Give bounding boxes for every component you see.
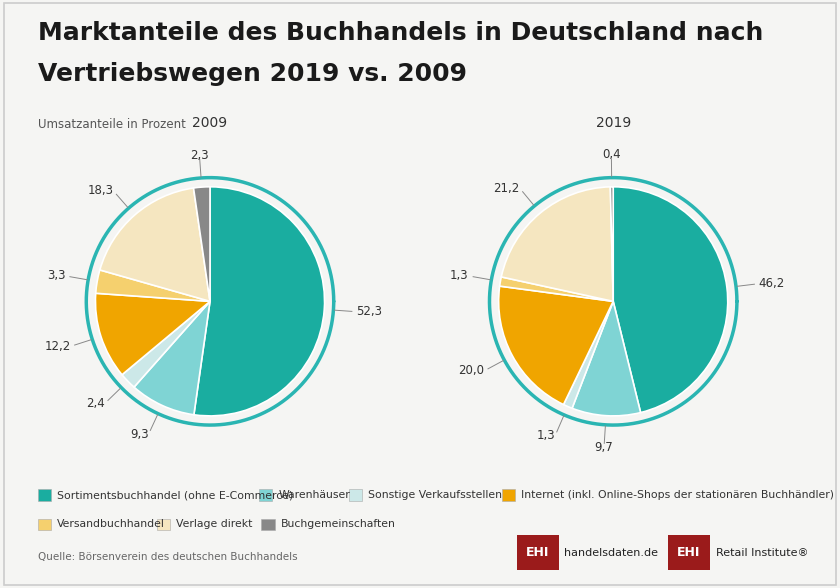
Text: Internet (inkl. Online-Shops der stationären Buchhändler): Internet (inkl. Online-Shops der station…: [521, 490, 834, 500]
Text: Buchgemeinschaften: Buchgemeinschaften: [281, 519, 396, 530]
Wedge shape: [122, 302, 210, 387]
Text: 3,3: 3,3: [47, 269, 66, 282]
Wedge shape: [100, 188, 210, 302]
Wedge shape: [193, 187, 210, 302]
Text: 9,7: 9,7: [595, 441, 613, 454]
Wedge shape: [613, 187, 727, 413]
Text: Versandbuchhandel: Versandbuchhandel: [57, 519, 165, 530]
Wedge shape: [611, 187, 613, 302]
Wedge shape: [499, 286, 613, 405]
Text: 20,0: 20,0: [458, 365, 484, 377]
Text: Marktanteile des Buchhandels in Deutschland nach: Marktanteile des Buchhandels in Deutschl…: [38, 21, 764, 45]
Wedge shape: [96, 293, 210, 375]
Text: 18,3: 18,3: [87, 185, 113, 198]
Wedge shape: [564, 302, 613, 408]
Text: 46,2: 46,2: [759, 277, 785, 290]
Wedge shape: [572, 302, 641, 416]
Wedge shape: [194, 187, 324, 416]
Text: EHI: EHI: [677, 546, 701, 559]
Wedge shape: [134, 302, 210, 415]
Text: handelsdaten.de: handelsdaten.de: [564, 547, 659, 558]
Text: Warenhäuser: Warenhäuser: [278, 490, 350, 500]
Title: 2009: 2009: [192, 116, 228, 130]
Text: 21,2: 21,2: [494, 182, 520, 195]
Text: 9,3: 9,3: [130, 428, 149, 441]
Text: 0,4: 0,4: [602, 148, 621, 161]
Text: 1,3: 1,3: [450, 269, 469, 282]
Text: 52,3: 52,3: [356, 305, 382, 318]
Text: Sonstige Verkaufsstellen: Sonstige Verkaufsstellen: [368, 490, 502, 500]
Text: 12,2: 12,2: [45, 340, 71, 353]
Text: Umsatzanteile in Prozent: Umsatzanteile in Prozent: [38, 118, 186, 131]
Text: 2,4: 2,4: [86, 397, 105, 410]
Text: Sortimentsbuchhandel (ohne E-Commerce): Sortimentsbuchhandel (ohne E-Commerce): [57, 490, 293, 500]
Wedge shape: [501, 187, 613, 302]
Wedge shape: [500, 277, 613, 302]
Text: EHI: EHI: [526, 546, 549, 559]
Text: 1,3: 1,3: [537, 429, 555, 442]
Text: 2,3: 2,3: [190, 149, 208, 162]
Text: Quelle: Börsenverein des deutschen Buchhandels: Quelle: Börsenverein des deutschen Buchh…: [38, 552, 297, 562]
Title: 2019: 2019: [596, 116, 631, 130]
Text: Retail Institute®: Retail Institute®: [716, 547, 808, 558]
Text: Vertriebswegen 2019 vs. 2009: Vertriebswegen 2019 vs. 2009: [38, 62, 467, 86]
Text: Verlage direkt: Verlage direkt: [176, 519, 253, 530]
Wedge shape: [96, 270, 210, 302]
